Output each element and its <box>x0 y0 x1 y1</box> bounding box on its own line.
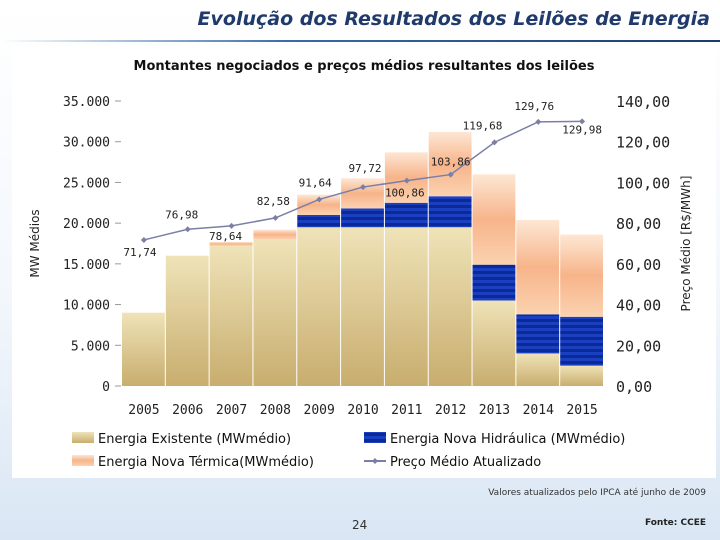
price-data-label: 100,86 <box>385 187 425 200</box>
stacked-bar-line-chart: Montantes negociados e preços médios res… <box>28 59 693 470</box>
price-point <box>228 222 235 229</box>
y-tick-label: 10.000 <box>63 299 110 314</box>
y2-tick-label: 120,00 <box>616 134 670 152</box>
bar-energia-nova <box>472 174 516 265</box>
bar-energia-nova <box>384 202 428 228</box>
bar-energia-nova <box>516 314 560 354</box>
x-tick-label: 2005 <box>128 403 159 418</box>
bar-energia-nova <box>253 229 297 240</box>
page-number: 24 <box>352 518 368 532</box>
x-tick-label: 2006 <box>172 403 203 418</box>
x-tick-label: 2009 <box>304 403 335 418</box>
price-point <box>579 118 586 125</box>
price-point <box>272 214 279 221</box>
bar-energia-existente <box>253 239 297 386</box>
bar-energia-existente <box>384 227 428 386</box>
y2-tick-label: 20,00 <box>616 337 661 355</box>
price-data-label: 78,64 <box>209 230 242 243</box>
price-point <box>184 226 191 233</box>
legend-label: Energia Nova Hidráulica (MWmédio) <box>390 432 625 447</box>
bar-energia-nova <box>341 178 384 209</box>
price-data-label: 103,86 <box>431 156 471 169</box>
y2-tick-label: 80,00 <box>616 215 661 233</box>
y-tick-label: 35.000 <box>63 95 110 110</box>
chart-panel: Montantes negociados e preços médios res… <box>12 46 716 478</box>
legend-marker <box>372 458 378 464</box>
legend-swatch <box>364 432 386 443</box>
y2-tick-label: 100,00 <box>616 174 670 192</box>
bar-energia-existente <box>560 365 603 386</box>
bar-energia-existente <box>516 353 560 386</box>
x-tick-label: 2014 <box>523 403 554 418</box>
bar-energia-nova <box>560 316 603 366</box>
price-data-label: 71,74 <box>123 246 156 259</box>
price-data-label: 129,76 <box>514 100 554 113</box>
legend-label: Preço Médio Atualizado <box>390 455 541 470</box>
x-tick-label: 2012 <box>435 403 466 418</box>
price-point <box>447 171 454 178</box>
y2-tick-label: 0,00 <box>616 378 652 396</box>
bar-energia-existente <box>165 255 209 386</box>
y-tick-label: 20.000 <box>63 217 110 232</box>
y-axis-label: MW Médios <box>28 209 42 277</box>
footnote: Valores atualizados pelo IPCA até junho … <box>488 488 706 498</box>
price-point <box>140 236 147 243</box>
x-tick-label: 2013 <box>479 403 510 418</box>
bar-energia-nova <box>516 219 560 315</box>
price-point <box>535 118 542 125</box>
x-tick-label: 2008 <box>260 403 291 418</box>
legend-swatch <box>72 455 94 466</box>
price-point <box>491 139 498 146</box>
slide-title: Evolução dos Resultados dos Leilões de E… <box>197 8 710 30</box>
bar-energia-existente <box>341 227 384 386</box>
bar-energia-existente <box>428 227 472 386</box>
source-note: Fonte: CCEE <box>644 518 706 528</box>
price-data-label: 119,68 <box>463 119 503 132</box>
price-data-label: 76,98 <box>165 208 198 221</box>
price-data-label: 97,72 <box>348 162 381 175</box>
legend-swatch <box>72 432 94 443</box>
y-tick-label: 30.000 <box>63 136 110 151</box>
bar-energia-nova <box>428 196 472 228</box>
x-tick-label: 2010 <box>347 403 378 418</box>
y2-tick-label: 140,00 <box>616 93 670 111</box>
y2-axis-label: Preço Médio [R$/MWh] <box>679 176 693 312</box>
bar-energia-nova <box>209 241 253 246</box>
bar-energia-existente <box>209 245 253 386</box>
x-tick-label: 2015 <box>566 403 597 418</box>
bar-energia-nova <box>341 208 384 228</box>
bar-energia-existente <box>122 312 165 386</box>
y-tick-label: 25.000 <box>63 176 110 191</box>
bar-energia-nova <box>560 234 603 317</box>
y2-tick-label: 40,00 <box>616 297 661 315</box>
price-data-label: 91,64 <box>299 176 332 189</box>
legend-label: Energia Nova Térmica(MWmédio) <box>98 455 314 470</box>
chart-title: Montantes negociados e preços médios res… <box>134 59 595 74</box>
bar-energia-nova <box>472 264 516 301</box>
bar-energia-existente <box>297 227 341 386</box>
bar-energia-nova <box>384 152 428 203</box>
price-point <box>403 177 410 184</box>
y-tick-label: 0 <box>102 380 110 395</box>
y-tick-label: 15.000 <box>63 258 110 273</box>
bar-energia-nova <box>297 215 341 228</box>
bar-energia-nova <box>297 194 341 215</box>
price-point <box>360 184 366 191</box>
x-tick-label: 2011 <box>391 403 422 418</box>
bar-energia-existente <box>472 300 516 386</box>
y2-tick-label: 60,00 <box>616 256 661 274</box>
y-tick-label: 5.000 <box>71 339 110 354</box>
title-divider <box>0 40 720 42</box>
legend-label: Energia Existente (MWmédio) <box>98 432 291 447</box>
price-point <box>316 196 323 203</box>
price-data-label: 82,58 <box>257 195 290 208</box>
price-data-label: 129,98 <box>562 123 602 136</box>
x-tick-label: 2007 <box>216 403 247 418</box>
